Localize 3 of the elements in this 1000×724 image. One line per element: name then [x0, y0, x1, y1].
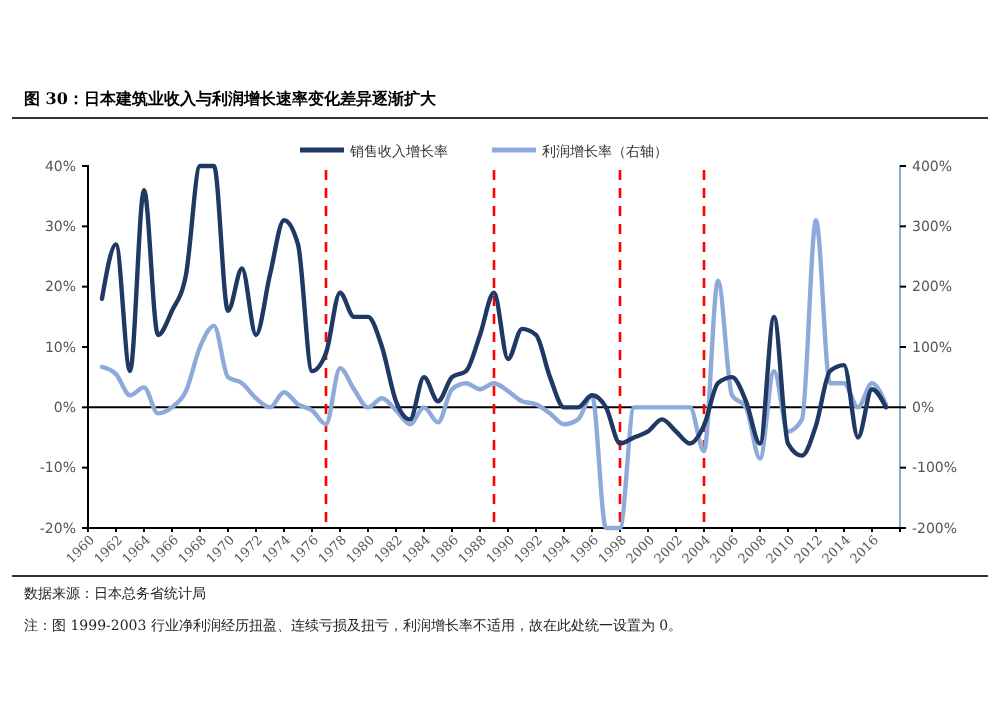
chart-title: 图 30：日本建筑业收入与利润增长速率变化差异逐渐扩大 — [24, 88, 438, 108]
line-series — [99, 218, 889, 531]
line-series — [99, 163, 889, 458]
